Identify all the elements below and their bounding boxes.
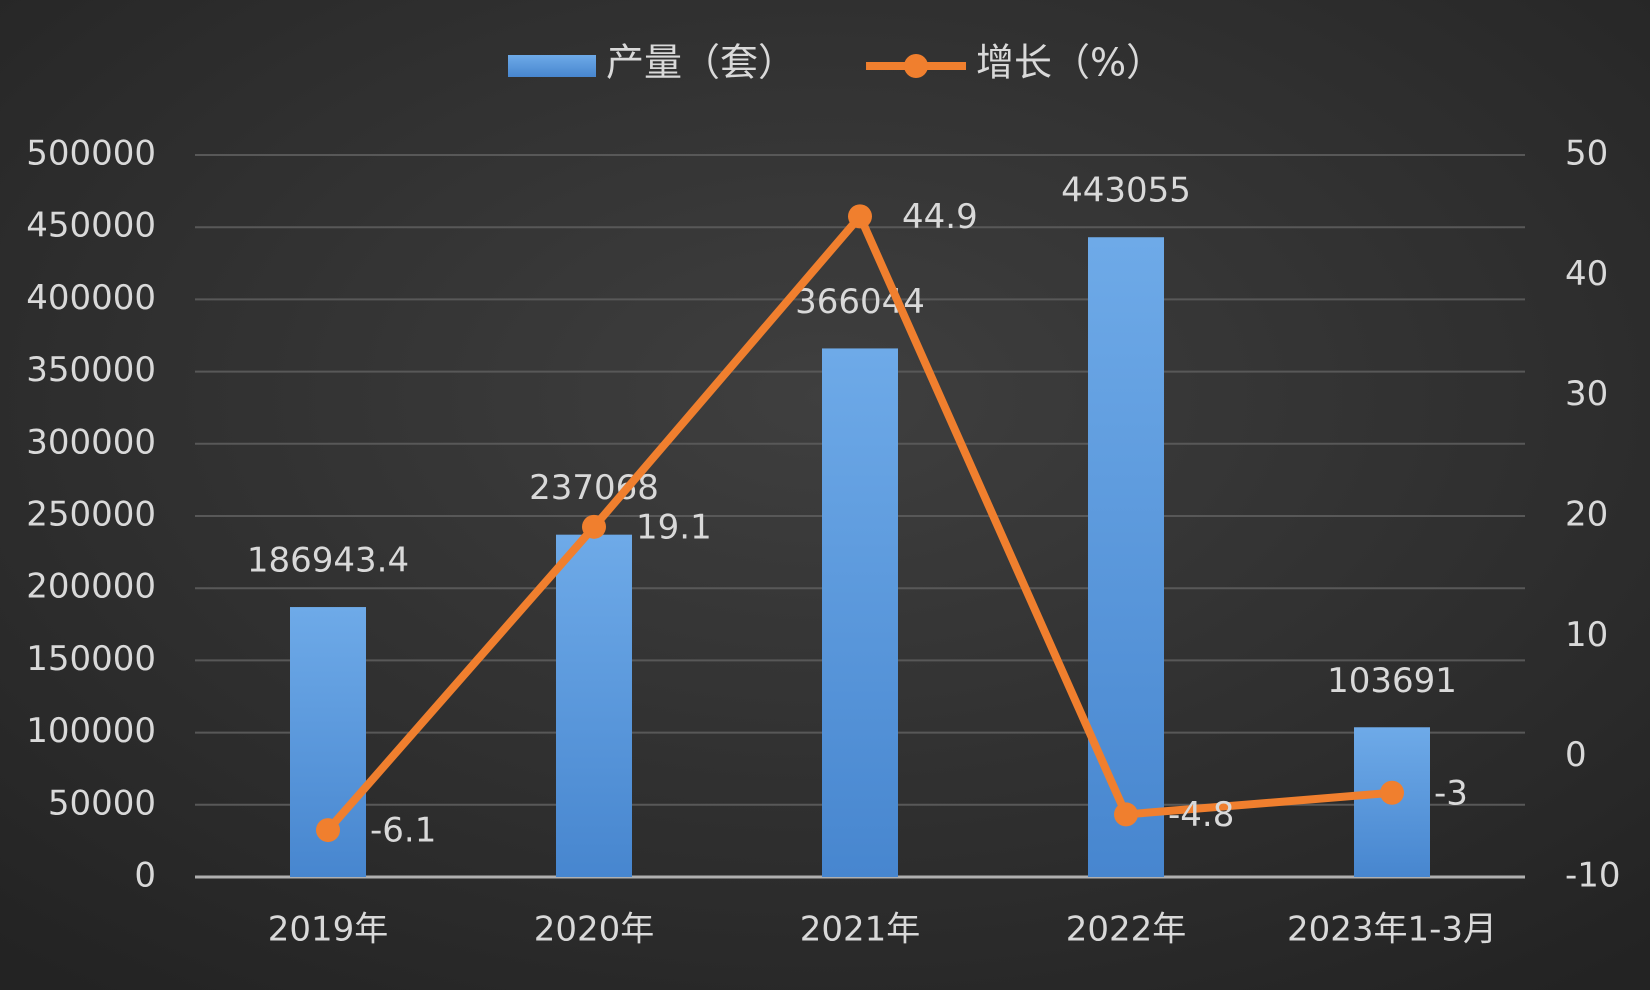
line-value-label: -3	[1434, 773, 1468, 813]
legend-label: 产量（套）	[606, 41, 796, 85]
y2-tick-label: 40	[1565, 254, 1608, 294]
line-marker	[1380, 780, 1404, 805]
bar	[1088, 237, 1164, 877]
y-tick-label: 500000	[26, 134, 156, 174]
x-tick-label: 2022年	[1066, 910, 1187, 950]
y2-tick-label: 30	[1565, 374, 1608, 414]
y2-tick-label: 20	[1565, 495, 1608, 535]
y-tick-label: 350000	[26, 350, 156, 390]
line-value-label: -4.8	[1168, 795, 1234, 835]
x-tick-label: 2019年	[268, 910, 389, 950]
x-tick-label: 2020年	[534, 910, 655, 950]
x-tick-label: 2023年1-3月	[1287, 910, 1497, 950]
bar	[556, 534, 632, 877]
y2-tick-label: 50	[1565, 134, 1608, 174]
bar-value-label: 443055	[1061, 171, 1191, 211]
line-marker	[316, 818, 340, 843]
line-value-label: 19.1	[636, 507, 712, 547]
line-value-label: 44.9	[902, 197, 978, 237]
y-tick-label: 100000	[26, 711, 156, 751]
y2-tick-label: -10	[1565, 856, 1621, 896]
legend-marker	[904, 54, 929, 78]
legend-swatch	[508, 55, 596, 77]
bar	[822, 348, 898, 877]
x-tick-label: 2021年	[800, 910, 921, 950]
y-tick-label: 250000	[26, 495, 156, 535]
line-value-label: -6.1	[370, 811, 436, 851]
y-tick-label: 0	[134, 856, 156, 896]
y-tick-label: 400000	[26, 278, 156, 318]
y-tick-label: 50000	[48, 783, 156, 823]
line-marker	[1114, 802, 1138, 827]
legend-label: 增长（%）	[976, 41, 1164, 85]
y2-tick-label: 0	[1565, 735, 1587, 775]
y-tick-label: 450000	[26, 206, 156, 246]
y-tick-label: 200000	[26, 567, 156, 607]
bar-value-label: 186943.4	[247, 541, 409, 581]
y-tick-label: 300000	[26, 422, 156, 462]
y-tick-label: 150000	[26, 639, 156, 679]
line-marker	[582, 514, 606, 539]
line-marker	[848, 204, 872, 229]
y2-tick-label: 10	[1565, 615, 1608, 655]
bar-value-label: 103691	[1327, 661, 1457, 701]
